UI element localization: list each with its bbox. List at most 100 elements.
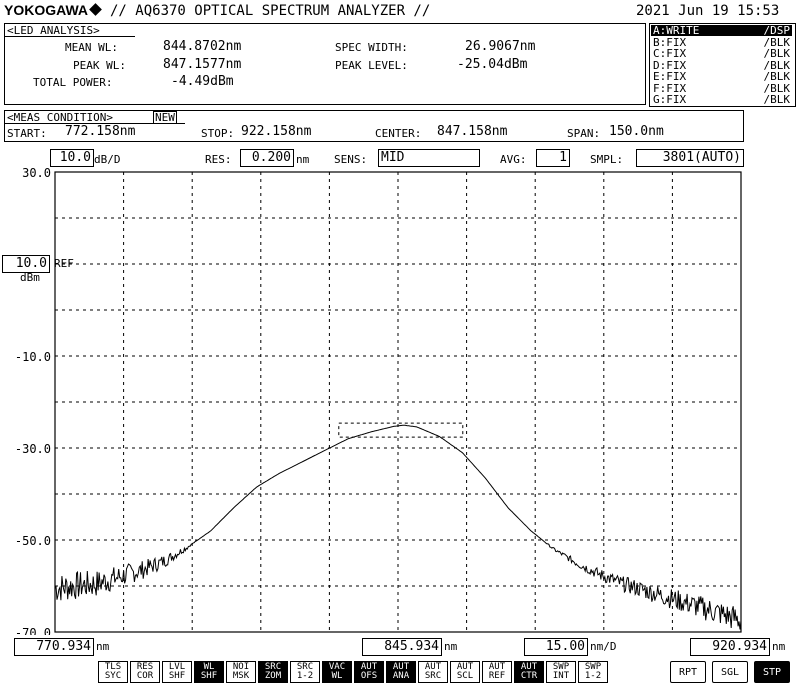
softkey-line1: AUT — [520, 662, 538, 672]
scale-unit: dB/D — [94, 153, 121, 166]
res-value[interactable]: 0.200 — [240, 149, 294, 167]
trace-row[interactable]: D:FIX/BLK — [651, 60, 792, 71]
softkey-line2: ZOM — [264, 671, 282, 681]
start-wavelength-value[interactable]: 770.934 — [14, 638, 94, 656]
span-per-div-value[interactable]: 15.00 — [524, 638, 588, 656]
softkey-line1: NOI — [232, 662, 250, 672]
softkey-tls-syc[interactable]: TLS SYC — [98, 661, 128, 683]
softkey-aut-ctr[interactable]: AUT CTR — [514, 661, 544, 683]
softkey-aut-ofs[interactable]: AUT OFS — [354, 661, 384, 683]
stop-value: 922.158nm — [241, 124, 312, 139]
softkey-line2: SCL — [456, 671, 474, 681]
softkey-noi-msk[interactable]: NOI MSK — [226, 661, 256, 683]
stp-button[interactable]: STP — [754, 661, 790, 683]
softkey-lvl-shf[interactable]: LVL SHF — [162, 661, 192, 683]
trace-row[interactable]: B:FIX/BLK — [651, 37, 792, 48]
rpt-button[interactable]: RPT — [670, 661, 706, 683]
res-label: RES: — [205, 153, 232, 166]
softkey-line1: LVL — [168, 662, 186, 672]
softkey-line1: SWP — [584, 662, 602, 672]
softkey-line1: WL — [203, 662, 215, 672]
trace-row[interactable]: C:FIX/BLK — [651, 48, 792, 59]
center-wavelength-unit: nm — [444, 640, 458, 653]
meas-condition-panel: <MEAS CONDITION> NEW START: 772.158nm ST… — [4, 110, 744, 142]
stop-label: STOP: — [201, 127, 235, 140]
softkey-aut-scl[interactable]: AUT SCL — [450, 661, 480, 683]
softkey-line1: SRC — [264, 662, 282, 672]
trace-row[interactable]: E:FIX/BLK — [651, 71, 792, 82]
softkey-line1: VAC — [328, 662, 346, 672]
mean-wl-label: MEAN WL: — [65, 41, 118, 54]
trace-row[interactable]: G:FIX/BLK — [651, 94, 792, 105]
softkey-swp-int[interactable]: SWP INT — [546, 661, 576, 683]
peak-wl-value: 847.1577nm — [163, 57, 242, 72]
softkey-aut-src[interactable]: AUT SRC — [418, 661, 448, 683]
softkey-wl-shf[interactable]: WL SHF — [194, 661, 224, 683]
softkey-line2: MSK — [232, 671, 250, 681]
trace-row[interactable]: A:WRITE/DSP — [651, 25, 792, 36]
softkey-line2: ANA — [392, 671, 410, 681]
avg-value[interactable]: 1 — [536, 149, 570, 167]
softkey-line2: INT — [552, 671, 570, 681]
avg-label: AVG: — [500, 153, 527, 166]
total-power-value: -4.49dBm — [171, 74, 234, 89]
softkey-src-zom[interactable]: SRC ZOM — [258, 661, 288, 683]
header-datetime: 2021 Jun 19 15:53 — [636, 3, 780, 19]
trace-mode: /BLK — [763, 35, 791, 49]
softkey-res-cor[interactable]: RES COR — [130, 661, 160, 683]
center-value: 847.158nm — [437, 124, 508, 139]
softkey-src-1-2[interactable]: SRC 1-2 — [290, 661, 320, 683]
trace-mode: /BLK — [763, 70, 791, 83]
softkey-line2: 1-2 — [584, 671, 602, 681]
softkey-swp-1-2[interactable]: SWP 1-2 — [578, 661, 608, 683]
smpl-label: SMPL: — [590, 153, 624, 166]
ref-unit: dBm — [20, 271, 40, 284]
spectrum-trace — [54, 424, 742, 630]
softkey-line1: TLS — [104, 662, 122, 672]
softkey-line1: SWP — [552, 662, 570, 672]
sgl-button[interactable]: SGL — [712, 661, 748, 683]
analysis-panel: <LED ANALYSIS> MEAN WL: 844.8702nm PEAK … — [4, 23, 646, 105]
res-unit: nm — [296, 153, 310, 166]
trace-mode: /BLK — [763, 81, 791, 95]
center-wavelength-value[interactable]: 845.934 — [362, 638, 442, 656]
y-tick-label: -30.0 — [15, 442, 51, 456]
trace-mode: /DSP — [763, 24, 791, 37]
trace-name: F:FIX — [653, 81, 687, 95]
softkey-line2: 1-2 — [296, 671, 314, 681]
total-power-label: TOTAL POWER: — [33, 76, 113, 89]
diamond-icon — [89, 3, 102, 16]
softkey-aut-ana[interactable]: AUT ANA — [386, 661, 416, 683]
y-tick-label: -70.0 — [15, 626, 51, 635]
ref-level-value[interactable]: 10.0 — [2, 255, 50, 273]
softkey-line2: SYC — [104, 671, 122, 681]
start-wavelength-unit: nm — [96, 640, 110, 653]
y-tick-label: -50.0 — [15, 534, 51, 548]
spectrum-chart: 30.0 -10.0 -30.0 -50.0 -70.0 — [15, 166, 742, 635]
span-per-div-unit: nm/D — [590, 640, 617, 653]
trace-name: E:FIX — [653, 70, 687, 83]
trace-row[interactable]: F:FIX/BLK — [651, 83, 792, 94]
start-value: 772.158nm — [65, 124, 136, 139]
softkey-line1: AUT — [360, 662, 378, 672]
softkey-vac-wl[interactable]: VAC WL — [322, 661, 352, 683]
spec-width-label: SPEC WIDTH: — [335, 41, 408, 54]
peak-level-value: -25.04dBm — [457, 57, 528, 72]
spec-width-value: 26.9067nm — [465, 39, 536, 54]
meas-label: <MEAS CONDITION> — [7, 111, 113, 124]
smpl-value[interactable]: 3801(AUTO) — [636, 149, 744, 167]
softkey-line1: AUT — [488, 662, 506, 672]
peak-level-label: PEAK LEVEL: — [335, 59, 408, 72]
trace-name: B:FIX — [653, 35, 687, 49]
y-tick-label: 30.0 — [22, 166, 51, 180]
softkey-aut-ref[interactable]: AUT REF — [482, 661, 512, 683]
brand-logo: YOKOGAWA — [4, 2, 89, 18]
header-title: // AQ6370 OPTICAL SPECTRUM ANALYZER // — [110, 3, 431, 19]
softkey-line1: AUT — [424, 662, 442, 672]
scale-value[interactable]: 10.0 — [50, 149, 94, 167]
span-label: SPAN: — [567, 127, 601, 140]
peak-wl-label: PEAK WL: — [73, 59, 126, 72]
trace-name: A:WRITE — [653, 24, 700, 37]
stop-wavelength-value[interactable]: 920.934 — [690, 638, 770, 656]
sens-value[interactable]: MID — [378, 149, 480, 167]
